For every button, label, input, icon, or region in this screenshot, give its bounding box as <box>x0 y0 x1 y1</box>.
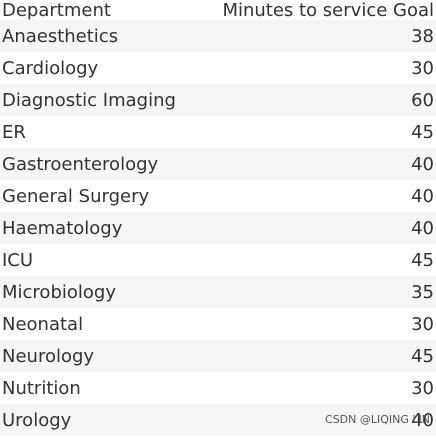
department-cell: Anaesthetics <box>2 25 119 47</box>
department-cell: Nutrition <box>2 377 81 399</box>
table-row: ICU 45 <box>0 244 436 276</box>
table-row: ER 45 <box>0 116 436 148</box>
goal-cell: 30 <box>411 57 434 79</box>
department-cell: Urology <box>2 409 72 431</box>
department-cell: Neurology <box>2 345 95 367</box>
goal-column-header: Minutes to service Goal <box>222 0 434 21</box>
table-row: Gastroenterology 40 <box>0 148 436 180</box>
table-header-row: Department Minutes to service Goal <box>0 0 436 21</box>
table-row: Haematology 40 <box>0 212 436 244</box>
table-row: Anaesthetics 38 <box>0 20 436 52</box>
department-cell: ER <box>2 121 26 143</box>
table-row: General Surgery 40 <box>0 180 436 212</box>
department-column-header: Department <box>2 0 111 21</box>
table-row: Neurology 45 <box>0 340 436 372</box>
table-row: Neonatal 30 <box>0 308 436 340</box>
goal-cell: 30 <box>411 313 434 335</box>
table-row: Microbiology 35 <box>0 276 436 308</box>
goal-cell: 40 <box>411 185 434 207</box>
table-row: Urology 40 <box>0 404 436 436</box>
department-cell: Haematology <box>2 217 123 239</box>
goal-cell: 45 <box>411 121 434 143</box>
department-cell: General Surgery <box>2 185 150 207</box>
watermark: CSDN @LIQING LIN <box>325 413 430 426</box>
goal-cell: 45 <box>411 249 434 271</box>
table-row: Nutrition 30 <box>0 372 436 404</box>
goal-cell: 40 <box>411 409 434 431</box>
table-body: Anaesthetics 38 Cardiology 30 Diagnostic Ima… <box>0 20 436 436</box>
department-cell: Neonatal <box>2 313 84 335</box>
goal-cell: 30 <box>411 377 434 399</box>
table-row: Cardiology 30 <box>0 52 436 84</box>
goal-cell: 45 <box>411 345 434 367</box>
department-cell: Diagnostic Imaging <box>2 89 176 111</box>
goal-cell: 38 <box>411 25 434 47</box>
department-cell: Gastroenterology <box>2 153 159 175</box>
department-cell: Cardiology <box>2 57 99 79</box>
goal-cell: 40 <box>411 217 434 239</box>
goal-cell: 35 <box>411 281 434 303</box>
goal-cell: 60 <box>411 89 434 111</box>
table-row: Diagnostic Imaging 60 <box>0 84 436 116</box>
goal-cell: 40 <box>411 153 434 175</box>
department-cell: Microbiology <box>2 281 116 303</box>
department-cell: ICU <box>2 249 34 271</box>
